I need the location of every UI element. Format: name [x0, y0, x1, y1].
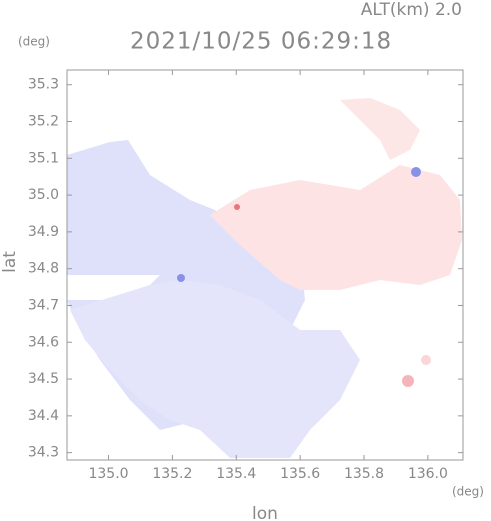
x-tick-label: 135.2	[152, 466, 192, 482]
y-tick-label: 34.3	[28, 445, 59, 461]
recede-region	[340, 98, 420, 160]
y-unit: (deg)	[18, 35, 50, 49]
y-tick-label: 34.8	[28, 261, 59, 277]
chart-title: 2021/10/25 06:29:18	[130, 29, 392, 55]
y-tick-label: 34.5	[28, 371, 59, 387]
y-tick-label: 35.2	[28, 114, 59, 130]
radar-field	[67, 98, 462, 458]
echo	[234, 204, 240, 210]
y-axis-label: lat	[0, 251, 20, 273]
y-tick-label: 35.3	[28, 77, 59, 93]
x-tick-label: 135.6	[280, 466, 320, 482]
x-tick-label: 136.0	[408, 466, 448, 482]
echo	[421, 355, 431, 365]
x-tick-label: 135.0	[88, 466, 128, 482]
x-tick-label: 135.4	[216, 466, 256, 482]
altitude: ALT(km) 2.0	[361, 0, 462, 20]
approach-region	[70, 280, 360, 458]
y-tick-label: 34.7	[28, 297, 59, 313]
y-tick-label: 35.1	[28, 150, 59, 166]
x-tick-label: 135.8	[344, 466, 384, 482]
x-axis-label: lon	[252, 504, 278, 521]
echo	[177, 274, 185, 282]
y-tick-label: 35.0	[28, 187, 59, 203]
y-tick-label: 34.6	[28, 334, 59, 350]
recede-region	[210, 165, 462, 290]
plot-frame	[66, 69, 464, 461]
x-unit: (deg)	[452, 485, 484, 499]
y-tick-label: 34.4	[28, 408, 59, 424]
echo	[402, 375, 414, 387]
y-tick-label: 34.9	[28, 224, 59, 240]
echo	[411, 167, 421, 177]
